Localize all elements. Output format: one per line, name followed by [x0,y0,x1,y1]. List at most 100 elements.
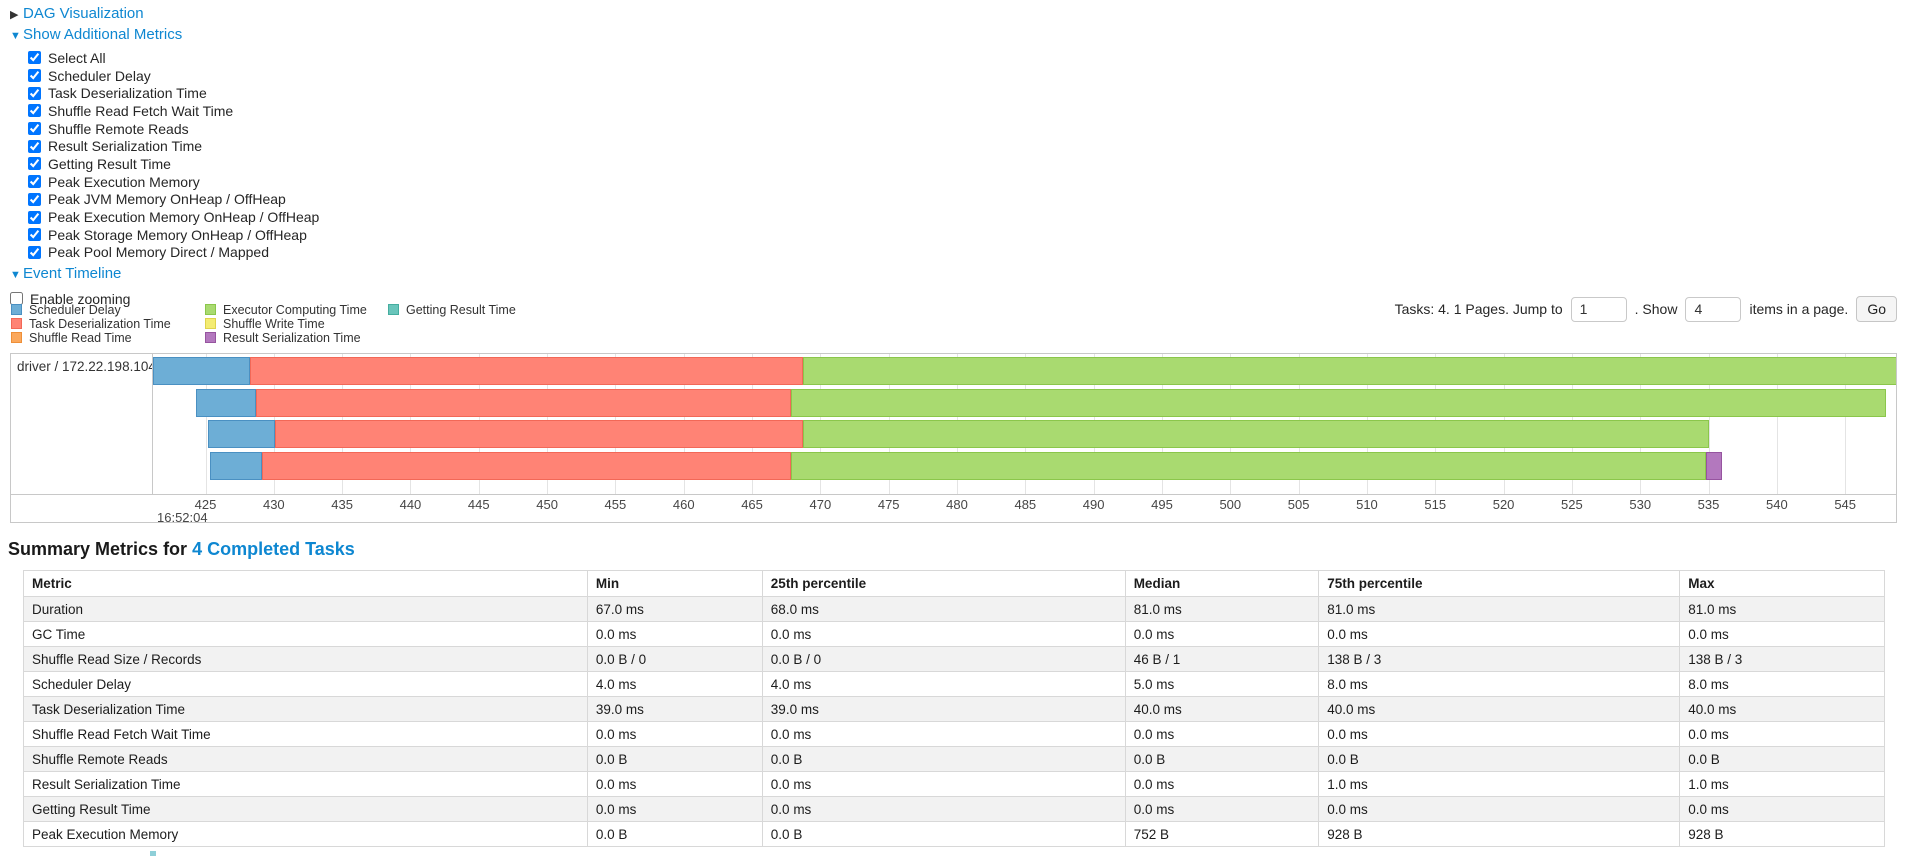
table-row: Duration 67.0 ms 68.0 ms 81.0 ms 81.0 ms 81.0… [23,596,1885,622]
summary-metrics-table: Metric Min 25th percentile Median 75th perce… [23,570,1885,847]
legend-item-getting_result: Getting Result Time [388,303,516,317]
metric-checkbox[interactable] [28,210,41,224]
metric-checkbox-label: Peak Pool Memory Direct / Mapped [48,244,269,261]
legend-label: Shuffle Read Time [29,330,132,345]
timeline-bar-task-deserialization[interactable] [249,357,804,385]
metric-value-cell: 0.0 ms [1679,621,1885,647]
show-additional-metrics-toggle[interactable]: ▼ Show Additional Metrics [10,25,319,46]
legend-item-task_deserialization: Task Deserialization Time [11,317,205,331]
metric-name-cell: Task Deserialization Time [23,696,588,722]
metric-checkbox-label: Scheduler Delay [48,67,151,84]
metric-checkbox[interactable] [28,157,41,171]
metrics-checkbox-list: Select All Scheduler Delay Task Deserializ… [10,49,319,261]
metric-checkbox[interactable] [28,122,41,136]
axis-tick-label: 440 [399,497,422,512]
metric-value-cell: 0.0 B / 0 [586,646,763,672]
metric-checkbox[interactable] [28,104,41,118]
axis-tick-label: 500 [1219,497,1242,512]
gridline [205,354,207,494]
metric-name-cell: GC Time [23,621,588,647]
items-per-page-input[interactable] [1685,296,1742,322]
timeline-bar-executor-computing[interactable] [803,420,1710,448]
metric-value-cell: 0.0 B / 0 [761,646,1126,672]
metric-value-cell: 0.0 ms [1124,796,1320,822]
metric-checkbox[interactable] [28,228,41,242]
enable-zooming-checkbox[interactable] [10,292,23,306]
metric-checkbox-item: Peak Storage Memory OnHeap / OffHeap [28,226,319,244]
axis-tick-label: 460 [672,497,695,512]
legend-label: Getting Result Time [406,302,516,317]
axis-tick-label: 495 [1151,497,1173,512]
axis-tick-label: 520 [1492,497,1515,512]
metric-value-cell: 40.0 ms [1124,696,1320,722]
metric-value-cell: 0.0 B [1124,746,1320,772]
metric-value-cell: 0.0 ms [1318,796,1681,822]
timeline-bar-executor-computing[interactable] [803,357,1896,385]
metric-checkbox-item: Peak JVM Memory OnHeap / OffHeap [28,191,319,209]
axis-tick-label: 485 [1014,497,1037,512]
table-header-cell: 25th percentile [761,570,1126,597]
event-timeline-link[interactable]: Event Timeline [23,265,122,283]
axis-tick-label: 515 [1424,497,1447,512]
jump-to-page-input[interactable] [1570,296,1627,322]
metric-checkbox-item: Scheduler Delay [28,67,319,85]
metric-checkbox[interactable] [28,86,41,100]
timeline-bar-scheduler-delay[interactable] [153,357,250,385]
metric-value-cell: 1.0 ms [1679,771,1885,797]
go-button[interactable]: Go [1856,296,1897,322]
metric-value-cell: 0.0 ms [761,621,1126,647]
legend-label: Task Deserialization Time [29,316,171,331]
timeline-bar-result-serialization[interactable] [1706,451,1722,480]
table-row: Task Deserialization Time 39.0 ms 39.0 ms 4… [23,696,1885,722]
completed-tasks-link[interactable]: 4 Completed Tasks [192,539,355,559]
pagination-show-text: . Show [1634,301,1678,317]
metric-checkbox[interactable] [28,245,41,259]
table-row: Peak Execution Memory 0.0 B 0.0 B 752 B 928 … [23,821,1885,847]
metric-checkbox[interactable] [28,139,41,153]
metric-value-cell: 0.0 ms [1124,721,1320,747]
timeline-bar-scheduler-delay[interactable] [207,420,275,448]
metric-checkbox[interactable] [28,192,41,206]
metric-checkbox[interactable] [28,69,41,83]
table-header-row: Metric Min 25th percentile Median 75th perce… [23,570,1885,597]
metric-value-cell: 8.0 ms [1318,671,1681,697]
axis-tick-label: 465 [741,497,763,512]
metric-checkbox-label: Result Serialization Time [48,138,203,155]
metric-checkbox-item: Shuffle Read Fetch Wait Time [28,102,319,120]
result-serialization-swatch-icon [205,331,216,343]
event-timeline-chart: driver / 172.22.198.104 16:52:04 425 430 4… [10,353,1897,523]
dag-visualization-toggle[interactable]: ▶ DAG Visualization [10,4,319,25]
axis-tick-label: 430 [262,497,285,512]
timeline-bar-scheduler-delay[interactable] [209,451,262,480]
metric-checkbox[interactable] [28,51,41,65]
timeline-axis: 16:52:04 425 430 435 440 445 450 455 460 465 470 4… [11,494,1896,522]
timeline-bar-task-deserialization[interactable] [255,388,791,417]
table-row: Shuffle Remote Reads 0.0 B 0.0 B 0.0 B 0.0 B… [23,746,1885,772]
axis-tick-label: 540 [1766,497,1788,512]
axis-tick-label: 535 [1697,497,1720,512]
metric-checkbox-item: Getting Result Time [28,155,319,173]
task-pagination: Tasks: 4. 1 Pages. Jump to . Show items … [1395,296,1897,322]
axis-tick-label: 475 [877,497,900,512]
dag-visualization-link[interactable]: DAG Visualization [23,5,144,22]
axis-tick-label: 510 [1356,497,1378,512]
executor-label: driver / 172.22.198.104 [11,354,153,494]
metric-checkbox-item: Peak Execution Memory OnHeap / OffHeap [28,208,319,226]
metric-value-cell: 81.0 ms [1679,596,1885,622]
timeline-task-row [153,451,1896,480]
show-additional-metrics-link[interactable]: Show Additional Metrics [23,26,183,43]
metric-name-cell: Shuffle Read Size / Records [23,646,588,672]
timeline-bar-task-deserialization[interactable] [274,420,804,448]
axis-tick-label: 470 [809,497,832,512]
timeline-bar-executor-computing[interactable] [790,388,1886,417]
timeline-bar-task-deserialization[interactable] [261,451,791,480]
event-timeline-toggle[interactable]: ▼ Event Timeline [10,264,319,285]
timeline-bar-scheduler-delay[interactable] [195,388,256,417]
metric-checkbox[interactable] [28,175,41,189]
timeline-bar-executor-computing[interactable] [790,451,1706,480]
table-body: Duration 67.0 ms 68.0 ms 81.0 ms 81.0 ms 81.0… [23,596,1885,847]
table-header-cell: Metric [23,570,588,597]
metric-value-cell: 0.0 ms [1124,771,1320,797]
metric-value-cell: 928 B [1679,821,1885,847]
legend-item-shuffle_read: Shuffle Read Time [11,331,205,345]
